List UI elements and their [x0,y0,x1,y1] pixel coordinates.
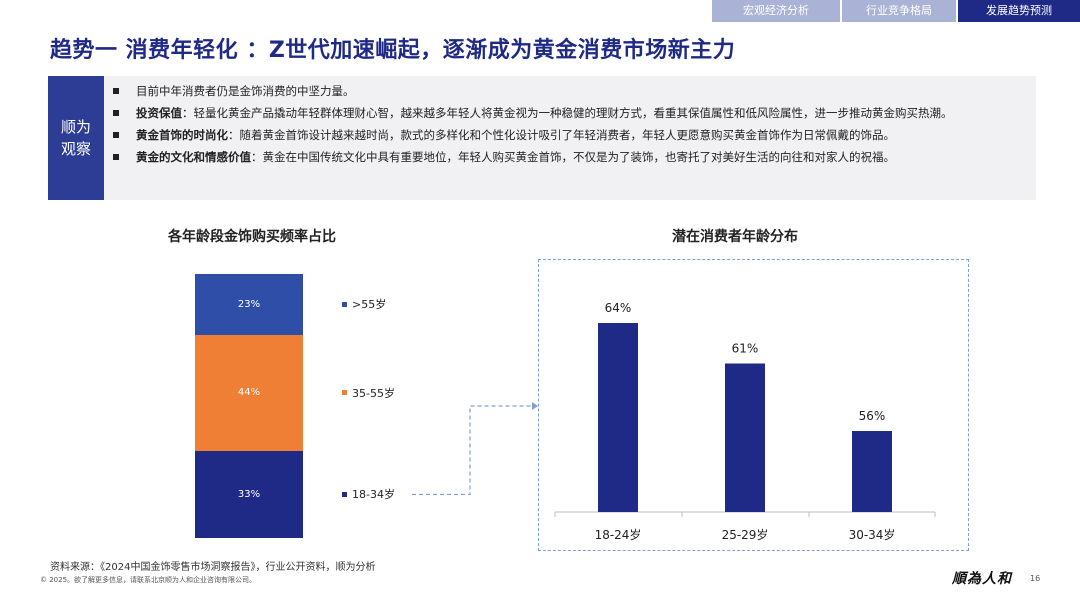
bar-chart-title: 潜在消费者年龄分布 [672,229,798,245]
observation-box [48,76,1036,200]
observation-label: 顺为观察 [48,76,104,200]
segment-value-label: 44% [237,387,261,399]
tab-competition[interactable]: 行业竞争格局 [842,0,956,22]
connector-line [412,405,532,496]
observation-item: 投资保值：轻量化黄金产品撬动年轻群体理财心智，越来越多年轻人将黄金视为一种稳健的… [110,102,1030,124]
segment-over-55: 23% [195,274,303,335]
data-label: 61% [732,342,759,356]
square-bullet-icon [113,132,119,138]
connector-arrow-icon [532,402,538,410]
legend-over-55: >55岁 [342,296,386,312]
legend-18-34: 18-34岁 [342,486,395,502]
legend-swatch [342,301,347,307]
company-logo: 順為人和 [952,571,1012,587]
page-title: 趋势一 消费年轻化 ：Z世代加速崛起，逐渐成为黄金消费市场新主力 [50,38,736,63]
tab-macro-economy[interactable]: 宏观经济分析 [712,0,840,22]
tab-trend-forecast[interactable]: 发展趋势预测 [958,0,1080,22]
x-tick-label: 30-34岁 [849,527,896,542]
segment-35-55: 44% [195,334,303,451]
copyright: © 2025。欲了解更多信息，请联系北京顺为人和企业咨询有限公司。 [40,576,257,584]
observation-item: 黄金首饰的时尚化：随着黄金首饰设计越来越时尚，款式的多样化和个性化设计吸引了年轻… [110,124,1030,146]
legend-label: 18-34岁 [352,488,395,502]
legend-swatch [342,491,347,497]
data-label: 64% [605,301,632,315]
segment-18-34: 33% [195,450,303,538]
observation-item: 目前中年消费者仍是金饰消费的中坚力量。 [110,80,1030,102]
data-label: 56% [859,409,886,423]
x-tick-label: 18-24岁 [595,527,642,542]
page-number: 16 [1030,574,1041,583]
bar-25-29岁 [725,363,765,512]
segment-value-label: 33% [237,488,261,500]
bar-30-34岁 [852,431,892,512]
square-bullet-icon [113,154,119,160]
legend-35-55: 35-55岁 [342,385,395,401]
square-bullet-icon [113,88,119,94]
observation-list: 目前中年消费者仍是金饰消费的中坚力量。 投资保值：轻量化黄金产品撬动年轻群体理财… [110,80,1030,168]
source-note: 资料来源：《2024中国金饰零售市场洞察报告》，行业公开资料，顺为分析 [50,562,376,573]
highlight-frame [538,259,969,551]
legend-swatch [342,390,347,396]
segment-value-label: 23% [237,298,261,310]
legend-label: >55岁 [352,298,387,312]
bar-18-24岁 [598,323,638,512]
legend-label: 35-55岁 [352,386,395,400]
top-nav: 宏观经济分析 行业竞争格局 发展趋势预测 [710,0,1080,22]
square-bullet-icon [113,110,119,116]
observation-item: 黄金的文化和情感价值：黄金在中国传统文化中具有重要地位，年轻人购买黄金首饰，不仅… [110,146,1030,168]
stacked-bar: 33% 44% 23% [195,274,303,538]
stacked-chart-title: 各年龄段金饰购买频率占比 [168,229,336,245]
x-tick-label: 25-29岁 [722,527,769,542]
